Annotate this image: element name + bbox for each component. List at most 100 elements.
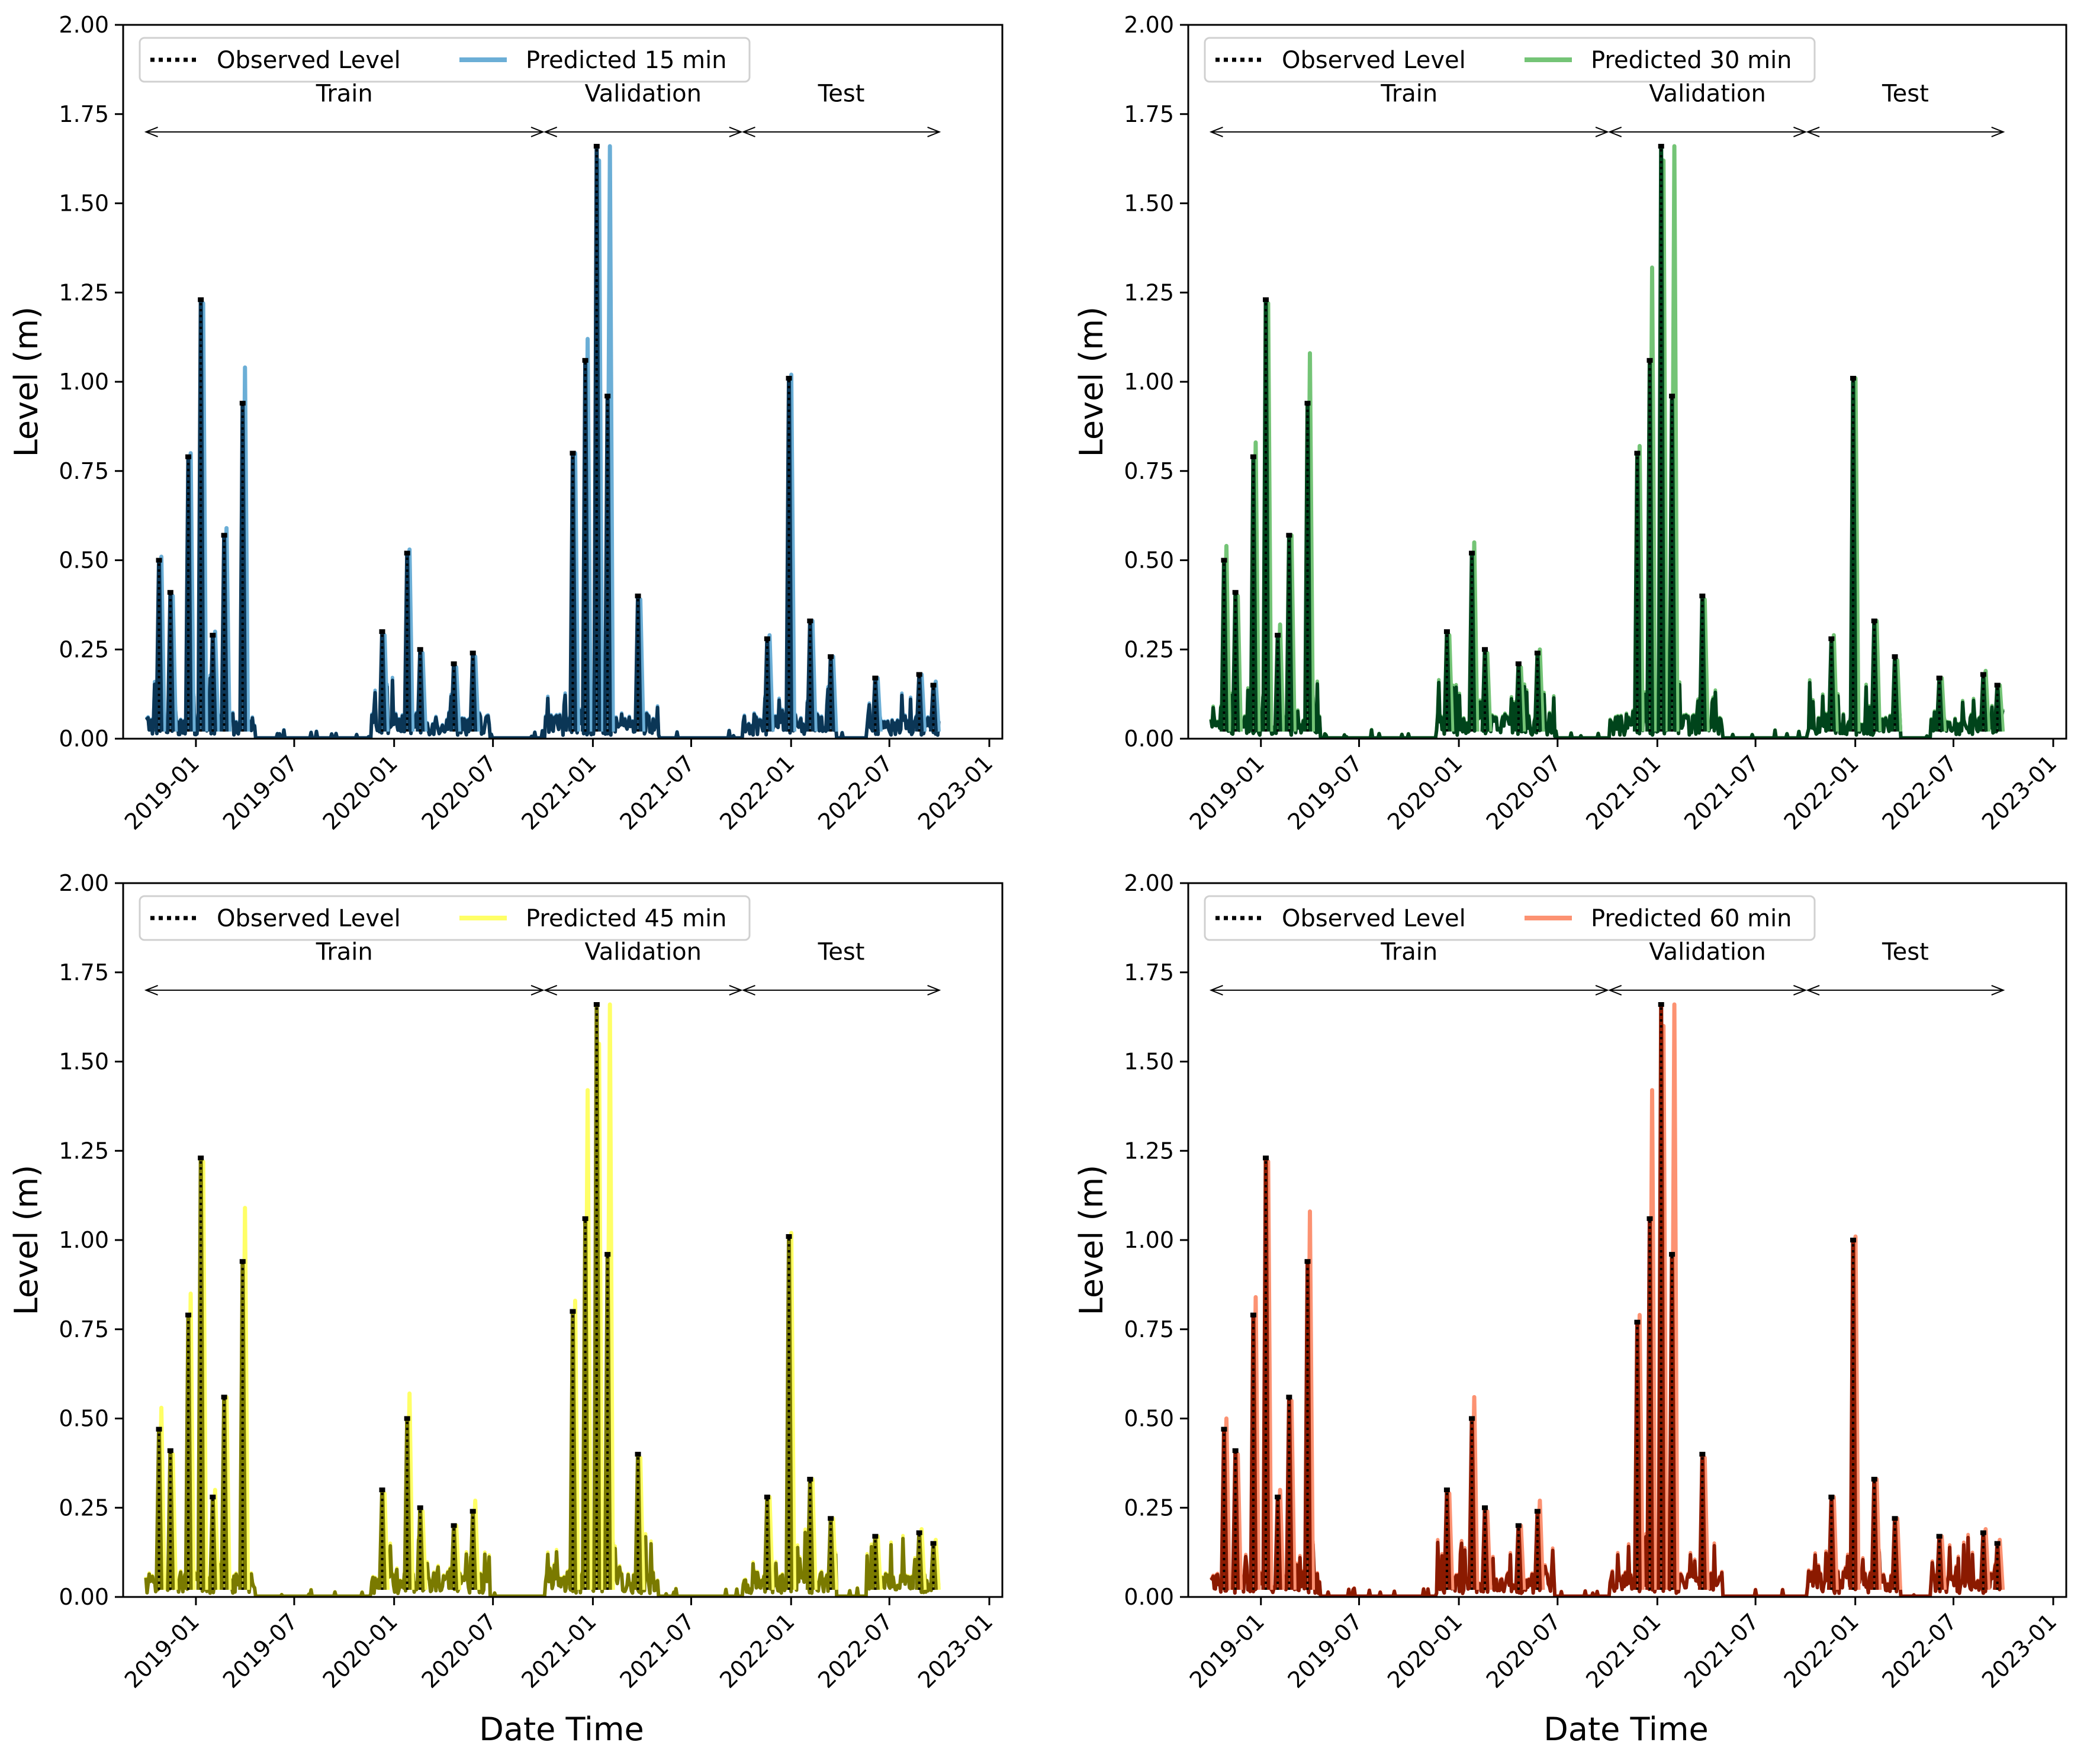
y-axis-label: Level (m) — [8, 307, 45, 457]
x-tick-label: 2022-07 — [813, 750, 898, 835]
observed-peak-cap — [1828, 1495, 1835, 1500]
chart-panel-1: 0.00 0.25 0.50 0.75 1.00 1.25 1.50 1.75 2.00 2019… — [8, 12, 1004, 835]
x-tick-label: 2019-01 — [120, 1608, 204, 1693]
observed-peak-cap — [786, 1234, 792, 1239]
observed-baseline-line — [144, 1529, 941, 1597]
observed-peak-cap — [167, 590, 173, 595]
x-tick-label: 2020-07 — [417, 1608, 501, 1693]
y-tick-label: 1.00 — [1124, 1227, 1174, 1253]
observed-baseline-line — [1209, 670, 2005, 739]
legend-label-predicted: Predicted 60 min — [1591, 905, 1792, 932]
observed-peak-cap — [930, 1541, 937, 1546]
x-axis-label: Date Time — [479, 1711, 644, 1748]
region-arrow-head-right — [1595, 126, 1609, 137]
x-tick-label: 2020-01 — [1382, 1608, 1467, 1693]
x-tick-label: 2021-07 — [1679, 1608, 1764, 1693]
y-tick-label: 1.25 — [59, 279, 109, 305]
legend-label-observed: Observed Level — [217, 905, 401, 932]
region-label-validation: Validation — [584, 80, 702, 108]
observed-peak-cap — [582, 1216, 588, 1221]
observed-peak-cap — [1232, 1448, 1239, 1453]
x-tick-label: 2019-07 — [218, 750, 303, 835]
observed-peak-cap — [1646, 358, 1653, 363]
observed-peak-cap — [239, 1259, 246, 1264]
y-tick-label: 1.25 — [59, 1138, 109, 1164]
legend-label-observed: Observed Level — [1282, 47, 1466, 74]
y-tick-label: 1.75 — [59, 959, 109, 986]
legend-box — [139, 37, 751, 83]
observed-peak-cap — [1871, 619, 1877, 624]
observed-peak-cap — [1515, 1523, 1522, 1528]
observed-peak-cap — [210, 1495, 216, 1500]
region-label-test: Test — [1882, 939, 1929, 966]
legend-label-predicted: Predicted 15 min — [526, 47, 727, 74]
region-label-validation: Validation — [584, 939, 702, 966]
y-tick-label: 0.75 — [1124, 1316, 1174, 1342]
observed-peak-cap — [156, 1426, 162, 1432]
observed-peak-cap — [1443, 1487, 1450, 1493]
observed-peak — [784, 376, 794, 732]
y-tick-label: 2.00 — [1124, 870, 1174, 896]
observed-peak-cap — [1304, 401, 1311, 406]
observed-peak — [1632, 1320, 1642, 1590]
y-tick-label: 0.25 — [1124, 1495, 1174, 1521]
observed-peak-cap — [593, 144, 600, 149]
observed-peak-cap — [593, 1002, 600, 1007]
observed-peak-cap — [604, 1252, 611, 1257]
y-tick-label: 1.50 — [1124, 1049, 1174, 1075]
observed-peak-cap — [1469, 550, 1475, 556]
observed-peak-cap — [1850, 1238, 1857, 1242]
y-tick-label: 0.75 — [59, 458, 109, 484]
x-tick-label: 2023-01 — [913, 1608, 998, 1693]
observed-peak-cap — [185, 454, 192, 459]
region-arrow-head-right — [1991, 126, 2005, 137]
x-tick-label: 2020-01 — [318, 750, 403, 835]
observed-peak-cap — [1250, 1312, 1256, 1318]
observed-peak-cap — [198, 297, 204, 302]
observed-peak-cap — [185, 1312, 192, 1318]
observed-peak-cap — [221, 1395, 227, 1400]
chart-panel-2: 0.00 0.25 0.50 0.75 1.00 1.25 1.50 1.75 2.00 2019… — [1073, 12, 2067, 835]
y-tick-label: 1.00 — [59, 1227, 109, 1253]
observed-peak-cap — [1250, 454, 1256, 459]
observed-peak-cap — [1871, 1477, 1877, 1482]
x-tick-label: 2019-07 — [218, 1608, 303, 1693]
region-label-train: Train — [316, 80, 373, 108]
x-tick-label: 2022-07 — [1877, 750, 1961, 835]
x-tick-label: 2021-01 — [516, 750, 601, 835]
x-tick-label: 2022-01 — [1779, 750, 1864, 835]
observed-peak-cap — [239, 401, 246, 406]
region-arrow-head-right — [530, 126, 545, 137]
y-tick-label: 0.75 — [59, 1316, 109, 1342]
y-tick-label: 2.00 — [59, 870, 109, 896]
observed-peak — [784, 1234, 794, 1590]
region-arrow-head-left — [1209, 984, 1223, 996]
observed-peak-cap — [417, 1505, 423, 1511]
x-axis-label: Date Time — [1543, 1711, 1708, 1748]
plot-area — [1209, 144, 2005, 739]
observed-peak-cap — [1232, 590, 1239, 595]
observed-peak-cap — [1994, 1541, 2001, 1546]
observed-peak-cap — [1262, 1155, 1269, 1161]
y-tick-label: 0.50 — [1124, 548, 1174, 574]
observed-peak-cap — [1850, 375, 1857, 381]
x-tick-label: 2019-01 — [120, 750, 204, 835]
observed-peak-cap — [1892, 654, 1898, 659]
x-tick-label: 2021-07 — [615, 1608, 699, 1693]
y-tick-label: 1.25 — [1124, 1138, 1174, 1164]
region-label-test: Test — [818, 939, 865, 966]
observed-peak-cap — [828, 1516, 834, 1521]
region-arrow-head-right — [1793, 126, 1808, 137]
observed-peak — [1231, 1448, 1240, 1590]
y-tick-label: 0.25 — [59, 1495, 109, 1521]
legend-box — [139, 895, 751, 941]
x-tick-label: 2023-01 — [913, 750, 998, 835]
observed-peak-cap — [786, 375, 792, 381]
y-tick-label: 0.00 — [59, 1584, 109, 1610]
y-tick-label: 0.25 — [1124, 636, 1174, 662]
y-tick-label: 0.25 — [59, 636, 109, 662]
y-tick-label: 1.75 — [1124, 101, 1174, 127]
y-axis-label: Level (m) — [1073, 307, 1110, 457]
observed-peak-cap — [807, 1477, 813, 1482]
x-tick-label: 2022-07 — [813, 1608, 898, 1693]
